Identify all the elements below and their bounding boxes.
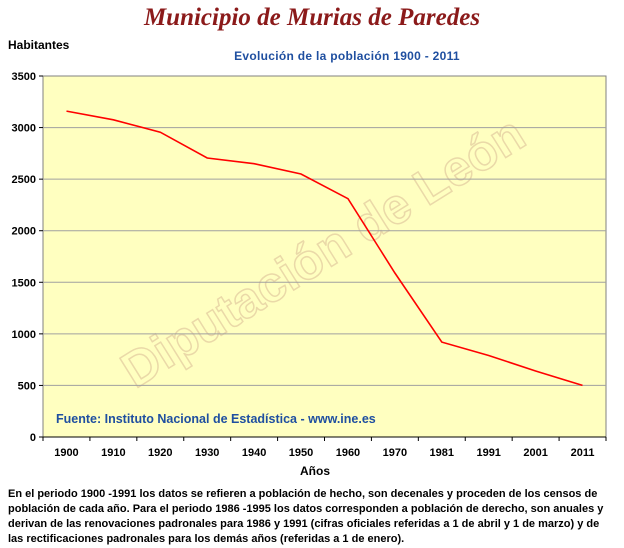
x-tick-label: 1950 xyxy=(289,447,313,459)
x-tick-label: 2011 xyxy=(571,447,595,459)
x-tick-label: 2001 xyxy=(523,447,547,459)
x-tick-label: 1940 xyxy=(242,447,266,459)
y-tick-label: 1500 xyxy=(12,277,36,289)
page-title: Municipio de Murias de Paredes xyxy=(143,4,481,31)
x-axis-title: Años xyxy=(300,464,330,478)
y-tick-label: 500 xyxy=(18,380,36,392)
series-line xyxy=(66,110,583,387)
y-tick-label: 2500 xyxy=(12,174,36,186)
chart-subtitle: Evolución de la población 1900 - 2011 xyxy=(234,49,460,63)
footnote: En el periodo 1900 -1991 los datos se re… xyxy=(8,488,604,545)
y-tick-label: 3500 xyxy=(12,71,36,83)
y-tick-label: 2000 xyxy=(12,226,36,238)
y-tick-label: 1000 xyxy=(12,329,36,341)
plot-area xyxy=(42,75,607,438)
source-text: Fuente: Instituto Nacional de Estadístic… xyxy=(56,412,376,426)
x-tick-label: 1991 xyxy=(476,447,500,459)
x-tick-label: 1920 xyxy=(148,447,172,459)
x-tick-label: 1900 xyxy=(54,447,78,459)
x-tick-label: 1930 xyxy=(195,447,219,459)
x-tick-label: 1981 xyxy=(430,447,454,459)
x-tick-label: 1970 xyxy=(383,447,407,459)
y-tick-label: 3000 xyxy=(12,123,36,135)
x-tick-label: 1910 xyxy=(101,447,125,459)
population-line-chart: Diputación de León 050010001500200025003… xyxy=(12,71,607,478)
y-axis-label: Habitantes xyxy=(8,38,70,52)
x-tick-label: 1960 xyxy=(336,447,360,459)
y-tick-label: 0 xyxy=(30,432,36,444)
